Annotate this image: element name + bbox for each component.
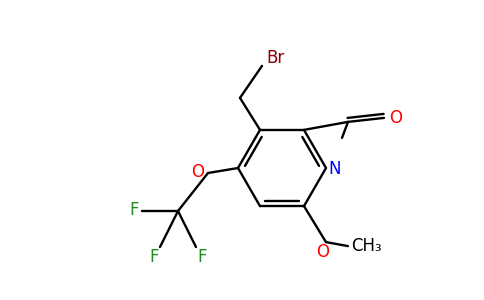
Text: Br: Br xyxy=(267,49,285,67)
Text: F: F xyxy=(149,248,159,266)
Text: N: N xyxy=(329,160,341,178)
Text: F: F xyxy=(129,201,139,219)
Text: O: O xyxy=(192,163,205,181)
Text: O: O xyxy=(390,109,403,127)
Text: CH₃: CH₃ xyxy=(351,237,381,255)
Text: O: O xyxy=(317,243,330,261)
Text: F: F xyxy=(197,248,207,266)
